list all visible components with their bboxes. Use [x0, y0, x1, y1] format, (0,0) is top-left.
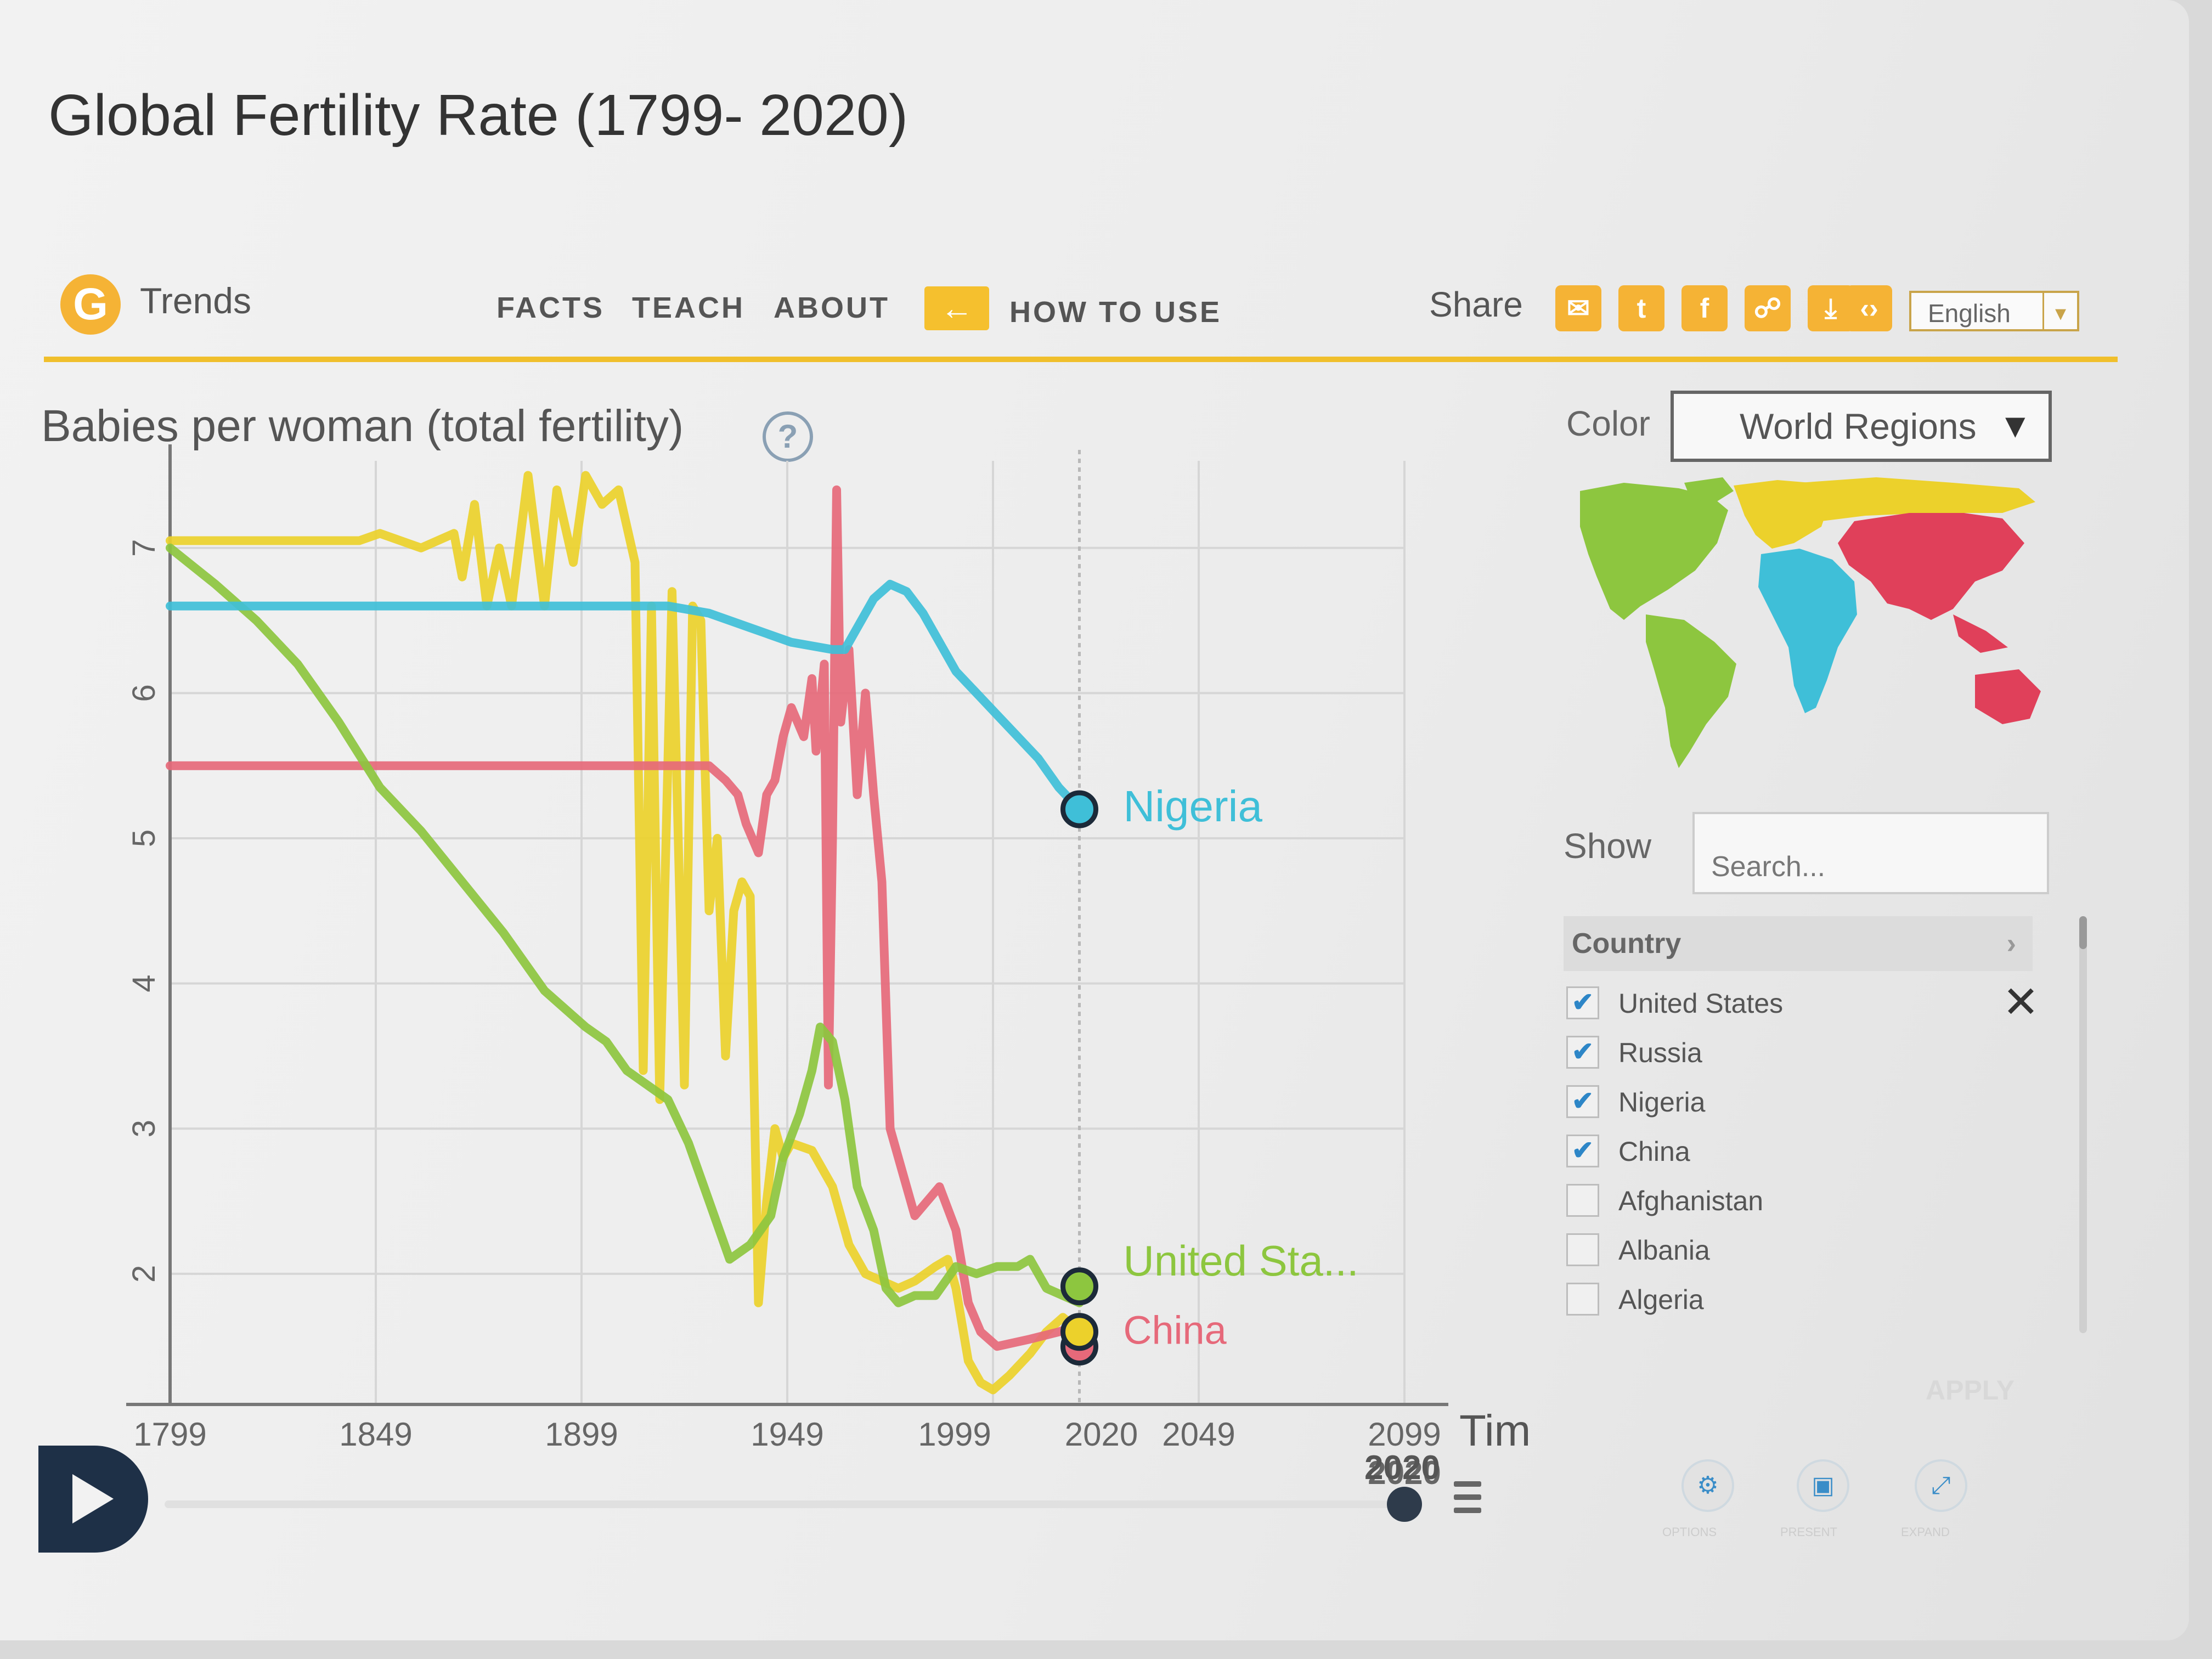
y-tick-label: 5 — [126, 830, 162, 847]
x-tick-label: 2099 — [1368, 1416, 1441, 1453]
expand-label: EXPAND — [1901, 1525, 1950, 1539]
y-tick-label: 2 — [126, 1265, 162, 1283]
how-to-use-arrow-icon[interactable]: ← — [924, 286, 989, 330]
country-name: Albania — [1618, 1235, 1710, 1266]
series-line-china — [166, 485, 1084, 1351]
color-select[interactable]: World Regions ▼ — [1671, 391, 2052, 462]
checkbox-china[interactable]: ✔ — [1566, 1135, 1599, 1167]
options-gear-icon[interactable]: ⚙ — [1681, 1459, 1734, 1512]
x-axis-label: Tim — [1459, 1406, 1531, 1455]
color-label: Color — [1566, 404, 1650, 443]
share-facebook-icon[interactable]: f — [1681, 285, 1728, 331]
series-line-nigeria — [166, 579, 1084, 814]
top-bar: G Trends FACTS TEACH ABOUT ← HOW TO USE … — [44, 263, 2118, 362]
share-label: Share — [1429, 285, 1523, 324]
language-select[interactable]: English ▾ — [1909, 291, 2079, 331]
present-icon[interactable]: ▣ — [1797, 1459, 1849, 1512]
series-label-nigeria: Nigeria — [1124, 782, 1263, 831]
marker-russia — [1060, 1313, 1098, 1351]
play-icon — [72, 1474, 114, 1523]
color-select-caret-icon: ▼ — [1998, 407, 2032, 445]
y-tick-label: 6 — [126, 684, 162, 702]
x-tick-label: 2049 — [1162, 1416, 1235, 1453]
scrollbar-thumb[interactable] — [2079, 916, 2087, 949]
time-slider-track[interactable] — [165, 1500, 1404, 1508]
speed-control-icon[interactable] — [1454, 1481, 1481, 1521]
country-header-label: Country — [1572, 928, 1681, 960]
x-tick-label: 1949 — [751, 1416, 823, 1453]
checkbox-nigeria[interactable]: ✔ — [1566, 1085, 1599, 1118]
series-line-russia — [166, 471, 1084, 1395]
present-label: PRESENT — [1780, 1525, 1837, 1539]
y-tick-label: 3 — [126, 1120, 162, 1137]
expand-icon[interactable]: ⤢ — [1915, 1459, 1967, 1512]
marker-nigeria — [1060, 790, 1098, 828]
country-list-header[interactable]: Country › — [1564, 916, 2033, 971]
share-email-icon[interactable]: ✉ — [1555, 285, 1601, 331]
color-select-value: World Regions — [1740, 406, 1977, 447]
country-name: China — [1618, 1136, 1690, 1167]
apply-button[interactable]: APPLY — [1926, 1375, 2015, 1406]
nav-facts[interactable]: FACTS — [496, 291, 605, 324]
language-value: English — [1928, 299, 2011, 328]
nav-teach[interactable]: TEACH — [632, 291, 745, 324]
country-name: Nigeria — [1618, 1087, 1706, 1118]
x-tick-label: 1999 — [918, 1416, 991, 1453]
time-slider-handle[interactable] — [1387, 1487, 1422, 1522]
checkbox-albania[interactable] — [1566, 1233, 1599, 1266]
play-button[interactable] — [38, 1446, 148, 1553]
show-label: Show — [1564, 826, 1652, 866]
marker-united-states — [1060, 1267, 1098, 1306]
nav-about[interactable]: ABOUT — [774, 291, 890, 324]
how-to-use-link[interactable]: HOW TO USE — [1009, 296, 1222, 329]
x-tick-label: 1799 — [133, 1416, 206, 1453]
language-caret-icon: ▾ — [2042, 293, 2077, 329]
brand-trends[interactable]: Trends — [140, 280, 251, 321]
country-name: Algeria — [1618, 1284, 1704, 1315]
x-tick-label: 1899 — [545, 1416, 618, 1453]
y-tick-label: 7 — [126, 539, 162, 557]
series-label-china: China — [1124, 1308, 1227, 1352]
series-line-united-states — [166, 543, 1084, 1307]
deselect-close-icon[interactable]: ✕ — [2002, 978, 2040, 1026]
country-name: Russia — [1618, 1037, 1702, 1068]
checkbox-russia[interactable]: ✔ — [1566, 1036, 1599, 1069]
gapminder-logo-icon[interactable]: G — [60, 274, 121, 335]
country-search-input[interactable] — [1692, 812, 2049, 894]
series-label-united-states: United Sta... — [1124, 1237, 1359, 1285]
country-list-scrollbar[interactable] — [2079, 916, 2087, 1333]
chart-markers: Nigeria China United Sta... — [1060, 782, 1359, 1365]
share-link-icon[interactable]: ☍ — [1745, 285, 1791, 331]
options-label: OPTIONS — [1662, 1525, 1717, 1539]
help-icon[interactable]: ? — [763, 411, 813, 462]
checkbox-afghanistan[interactable] — [1566, 1184, 1599, 1217]
country-name: United States — [1618, 988, 1784, 1019]
checkbox-algeria[interactable] — [1566, 1283, 1599, 1316]
y-tick-label: 4 — [126, 974, 162, 992]
checkbox-united-states[interactable]: ✔ — [1566, 986, 1599, 1019]
time-slider-value: 2020 — [1364, 1449, 1440, 1487]
share-embed-icon[interactable]: ‹› — [1846, 285, 1892, 331]
country-name: Afghanistan — [1618, 1186, 1764, 1216]
chart-series — [166, 471, 1084, 1395]
y-axis-title[interactable]: Babies per woman (total fertility) — [41, 401, 684, 451]
chevron-right-icon: › — [2006, 928, 2016, 960]
page-title: Global Fertility Rate (1799- 2020) — [48, 83, 909, 148]
x-tick-label: 2020 — [1065, 1416, 1138, 1453]
share-twitter-icon[interactable]: t — [1618, 285, 1664, 331]
current-year-label: 2020 — [1368, 1454, 1441, 1491]
x-tick-label: 1849 — [339, 1416, 412, 1453]
